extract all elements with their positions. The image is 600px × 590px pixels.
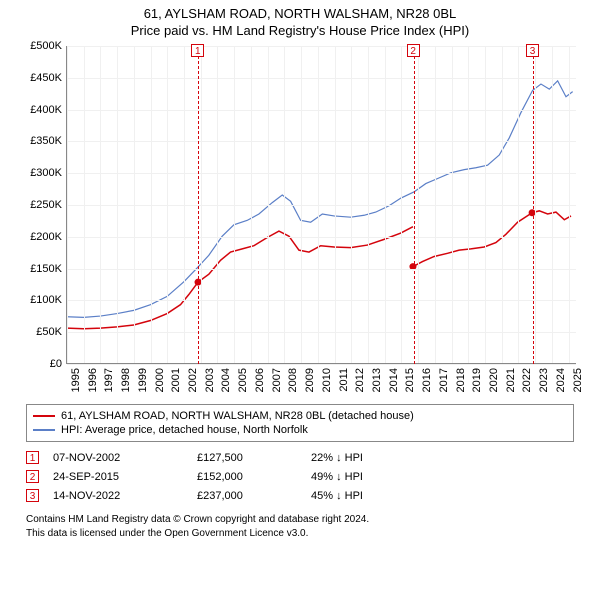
x-tick-label: 2005	[237, 368, 249, 392]
plot-area	[66, 46, 576, 364]
legend: 61, AYLSHAM ROAD, NORTH WALSHAM, NR28 0B…	[26, 404, 574, 442]
sales-row: 3 14-NOV-2022 £237,000 45% ↓ HPI	[26, 486, 574, 505]
x-tick-label: 1999	[137, 368, 149, 392]
legend-item: HPI: Average price, detached house, Nort…	[33, 423, 567, 437]
sale-date: 24-SEP-2015	[53, 471, 183, 483]
sale-marker: 2	[26, 470, 39, 483]
x-tick-label: 2013	[371, 368, 383, 392]
sale-price: £237,000	[197, 490, 297, 502]
x-tick-label: 2025	[572, 368, 584, 392]
legend-swatch	[33, 429, 55, 431]
x-tick-label: 2009	[304, 368, 316, 392]
y-tick-label: £100K	[30, 294, 62, 306]
sales-row: 2 24-SEP-2015 £152,000 49% ↓ HPI	[26, 467, 574, 486]
legend-label: 61, AYLSHAM ROAD, NORTH WALSHAM, NR28 0B…	[61, 410, 414, 422]
sale-date: 07-NOV-2002	[53, 452, 183, 464]
sale-marker: 1	[26, 451, 39, 464]
x-tick-label: 2002	[187, 368, 199, 392]
sale-diff: 49% ↓ HPI	[311, 471, 431, 483]
y-tick-label: £300K	[30, 167, 62, 179]
x-tick-label: 2020	[488, 368, 500, 392]
x-tick-label: 1996	[87, 368, 99, 392]
sale-price: £127,500	[197, 452, 297, 464]
legend-swatch	[33, 415, 55, 417]
footer-note: Contains HM Land Registry data © Crown c…	[26, 513, 574, 540]
x-tick-label: 2011	[338, 368, 350, 392]
footer-line: Contains HM Land Registry data © Crown c…	[26, 513, 574, 527]
y-tick-label: £200K	[30, 231, 62, 243]
y-tick-label: £400K	[30, 104, 62, 116]
legend-label: HPI: Average price, detached house, Nort…	[61, 424, 308, 436]
y-tick-label: £450K	[30, 72, 62, 84]
chart-marker: 1	[191, 44, 204, 57]
x-tick-label: 2022	[521, 368, 533, 392]
x-tick-label: 2019	[471, 368, 483, 392]
page-root: 61, AYLSHAM ROAD, NORTH WALSHAM, NR28 0B…	[0, 0, 600, 590]
sale-price: £152,000	[197, 471, 297, 483]
x-tick-label: 2016	[421, 368, 433, 392]
title-block: 61, AYLSHAM ROAD, NORTH WALSHAM, NR28 0B…	[0, 0, 600, 38]
x-tick-label: 1998	[120, 368, 132, 392]
sale-marker: 3	[26, 489, 39, 502]
footer-line: This data is licensed under the Open Gov…	[26, 527, 574, 541]
x-tick-label: 2014	[388, 368, 400, 392]
x-tick-label: 2023	[538, 368, 550, 392]
sale-diff: 22% ↓ HPI	[311, 452, 431, 464]
y-tick-label: £0	[50, 358, 62, 370]
chart-marker: 2	[407, 44, 420, 57]
x-tick-label: 2008	[287, 368, 299, 392]
title-subtitle: Price paid vs. HM Land Registry's House …	[0, 23, 600, 38]
x-tick-label: 2015	[404, 368, 416, 392]
x-tick-label: 2007	[271, 368, 283, 392]
sales-row: 1 07-NOV-2002 £127,500 22% ↓ HPI	[26, 448, 574, 467]
title-address: 61, AYLSHAM ROAD, NORTH WALSHAM, NR28 0B…	[0, 6, 600, 21]
x-tick-label: 2001	[170, 368, 182, 392]
x-tick-label: 2004	[220, 368, 232, 392]
y-axis: £0 £50K £100K £150K £200K £250K £300K £350K £400…	[20, 46, 64, 398]
x-axis: 1995 1996 1997 1998 1999 2000 2001 2002 2003 2004…	[66, 364, 576, 398]
price-chart: £0 £50K £100K £150K £200K £250K £300K £350K £400…	[20, 46, 580, 398]
x-tick-label: 2000	[154, 368, 166, 392]
sale-date: 14-NOV-2022	[53, 490, 183, 502]
y-tick-label: £350K	[30, 135, 62, 147]
y-tick-label: £250K	[30, 199, 62, 211]
y-tick-label: £150K	[30, 263, 62, 275]
sales-table: 1 07-NOV-2002 £127,500 22% ↓ HPI 2 24-SE…	[26, 448, 574, 505]
x-tick-label: 2012	[354, 368, 366, 392]
x-tick-label: 1997	[103, 368, 115, 392]
x-tick-label: 2021	[505, 368, 517, 392]
x-tick-label: 2006	[254, 368, 266, 392]
x-tick-label: 2003	[204, 368, 216, 392]
y-tick-label: £500K	[30, 40, 62, 52]
sale-diff: 45% ↓ HPI	[311, 490, 431, 502]
x-tick-label: 2010	[321, 368, 333, 392]
chart-marker: 3	[526, 44, 539, 57]
x-tick-label: 2024	[555, 368, 567, 392]
x-tick-label: 1995	[70, 368, 82, 392]
y-tick-label: £50K	[36, 326, 62, 338]
x-tick-label: 2018	[455, 368, 467, 392]
legend-item: 61, AYLSHAM ROAD, NORTH WALSHAM, NR28 0B…	[33, 409, 567, 423]
x-tick-label: 2017	[438, 368, 450, 392]
